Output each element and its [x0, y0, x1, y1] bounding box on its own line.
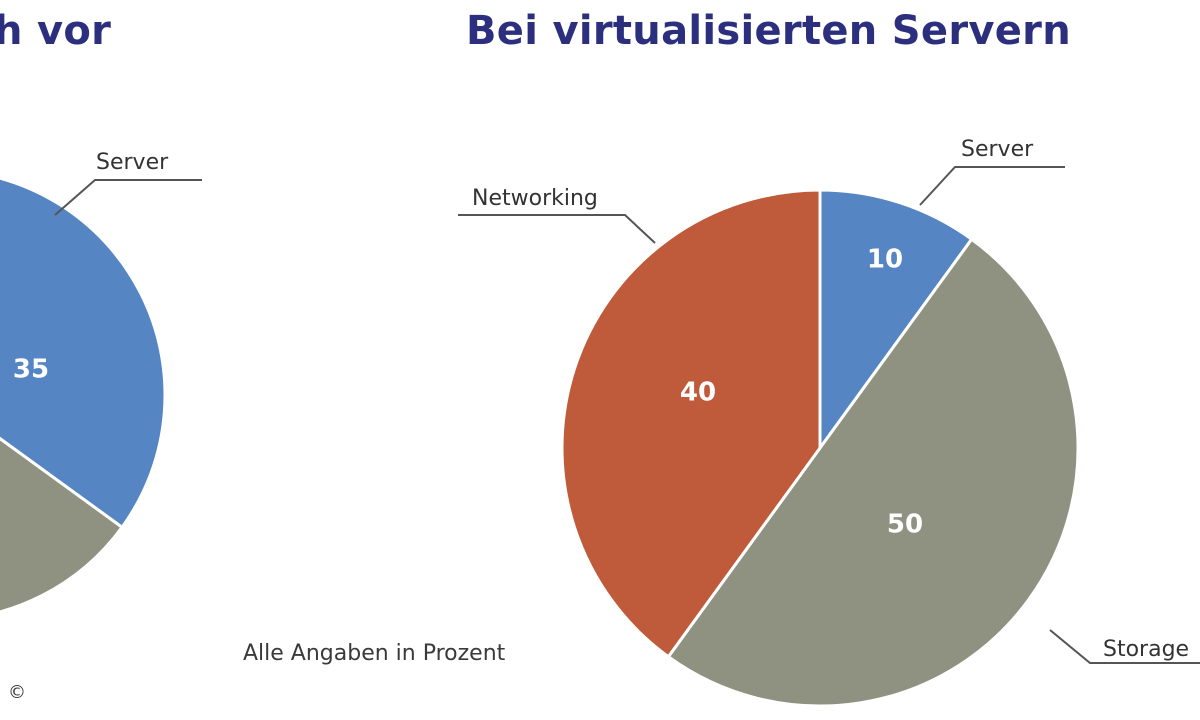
pie2-value-label: 50: [887, 510, 923, 540]
pie2-slice-storage: [666, 237, 1080, 708]
pie1-value-label: 35: [13, 355, 49, 385]
left-pie: 35 Server: [0, 150, 202, 614]
pie2-category-label: Networking: [472, 186, 598, 211]
pie2-category-label: Storage: [1103, 637, 1189, 662]
copyright-mark: ©: [8, 682, 26, 703]
pie1-leader-line: [54, 179, 202, 216]
pie2-value-label: 40: [680, 378, 716, 408]
pie2-slice-server: [818, 188, 974, 453]
footnote: Alle Angaben in Prozent: [243, 641, 506, 666]
pie2-category-label: Server: [961, 137, 1034, 162]
pie2-leader-line: [458, 214, 656, 244]
pie2-leader-line: [919, 166, 1065, 206]
pie1-slice-server: [0, 176, 167, 530]
pie2-slice-networking: [560, 188, 822, 659]
right-pie: 10 50 40 Server Storage Networking: [458, 137, 1200, 708]
right-chart-title: Bei virtualisierten Servern: [466, 8, 1071, 54]
pie2-value-label: 10: [867, 245, 903, 275]
left-chart-title: h vor: [0, 8, 112, 54]
pie2-leader-line: [1049, 629, 1200, 664]
pie1-slice-slice-2: [0, 436, 125, 614]
pie1-category-label: Server: [96, 150, 169, 175]
